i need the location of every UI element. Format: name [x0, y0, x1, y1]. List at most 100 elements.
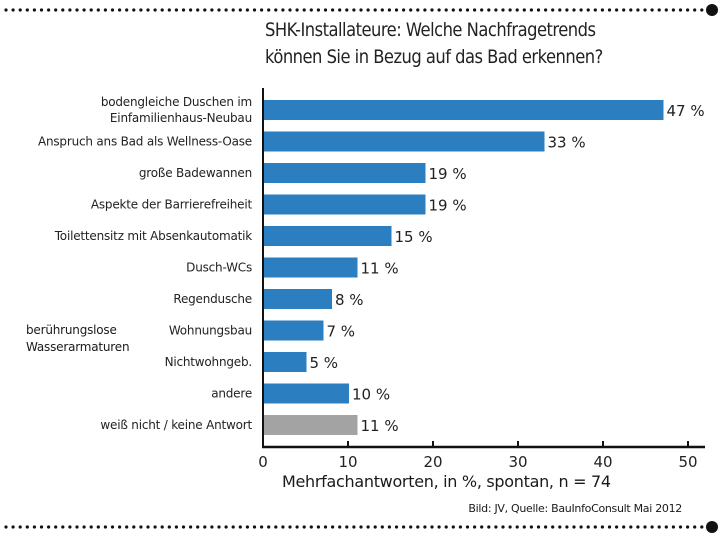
value-label: 10 % — [352, 386, 390, 404]
group-label: berührungslose Wasserarmaturen — [26, 322, 130, 356]
border-end-dot — [706, 4, 718, 16]
border-dot — [437, 525, 441, 529]
border-dot — [167, 525, 171, 529]
border-dot — [217, 8, 221, 12]
border-dot — [288, 8, 292, 12]
border-dot — [622, 525, 626, 529]
border-dot — [323, 525, 328, 529]
border-dot — [565, 8, 569, 12]
border-dot — [451, 525, 455, 529]
border-dot — [373, 8, 377, 12]
border-dot — [231, 8, 235, 12]
border-dot — [416, 8, 420, 12]
border-dot — [430, 8, 434, 12]
category-label: Wohnungsbau — [169, 324, 252, 338]
border-dot — [586, 8, 590, 12]
border-dot — [167, 8, 171, 12]
border-dot — [224, 8, 228, 12]
border-dot — [11, 8, 15, 12]
border-dot — [409, 8, 413, 12]
border-dot — [402, 525, 406, 529]
border-dot — [565, 525, 569, 529]
border-dot — [89, 8, 93, 12]
border-dot — [61, 8, 65, 12]
border-dot — [600, 8, 605, 12]
border-dot — [103, 8, 107, 12]
border-dot — [650, 525, 654, 529]
x-tick-label: 50 — [678, 453, 697, 471]
border-dot — [636, 8, 640, 12]
border-dot — [394, 525, 399, 529]
category-label: große Badewannen — [139, 166, 252, 180]
border-dot — [572, 525, 576, 529]
border-dot — [650, 8, 654, 12]
category-label: Toilettensitz mit Absenkautomatik — [54, 229, 253, 243]
category-label: Aspekte der Barrierefreiheit — [91, 198, 253, 212]
bar — [264, 257, 358, 278]
border-dot — [380, 525, 384, 529]
border-dot — [494, 8, 498, 12]
border-dot — [409, 525, 413, 529]
title-line-1: SHK-Installateure: Welche Nachfragetrend… — [265, 19, 596, 41]
border-dot — [458, 525, 462, 529]
chart-title: SHK-Installateure: Welche Nachfragetrend… — [265, 17, 603, 71]
border-dot — [146, 525, 150, 529]
border-dot — [352, 525, 356, 529]
border-dot — [295, 8, 299, 12]
border-dot — [4, 525, 8, 529]
group-label-line-2: Wasserarmaturen — [26, 340, 130, 354]
border-dot — [394, 8, 399, 12]
border-dot — [664, 525, 668, 529]
border-dot — [231, 525, 235, 529]
border-dot — [302, 525, 306, 529]
border-dot — [529, 8, 534, 12]
border-dot — [32, 8, 37, 12]
border-dot — [203, 8, 207, 12]
border-dot — [615, 8, 619, 12]
bar — [264, 194, 426, 215]
border-dot — [47, 8, 51, 12]
border-dot — [103, 525, 107, 529]
border-dot — [671, 525, 676, 529]
border-dot — [331, 8, 335, 12]
title-line-2: können Sie in Bezug auf das Bad erkennen… — [265, 46, 603, 68]
border-dot — [572, 8, 576, 12]
border-dot — [118, 8, 122, 12]
border-dot — [125, 8, 129, 12]
border-dot — [700, 8, 704, 12]
border-dot — [664, 8, 668, 12]
border-dot — [437, 8, 441, 12]
border-dot — [181, 525, 186, 529]
border-dot — [302, 8, 306, 12]
border-dot — [110, 8, 115, 12]
border-dot — [693, 525, 697, 529]
border-dot — [529, 525, 534, 529]
value-label: 5 % — [310, 354, 339, 372]
border-dot — [487, 525, 491, 529]
border-dot — [267, 8, 271, 12]
border-dot — [118, 525, 122, 529]
border-dot — [196, 525, 200, 529]
border-dot — [75, 8, 79, 12]
border-dot — [515, 8, 519, 12]
border-dot — [536, 525, 541, 529]
border-dot — [686, 8, 690, 12]
border-dot — [522, 525, 526, 529]
border-dot — [678, 8, 683, 12]
value-label: 15 % — [395, 228, 433, 246]
border-dot — [82, 525, 86, 529]
category-label: Nichtwohngeb. — [165, 355, 252, 369]
border-dot — [203, 525, 207, 529]
x-tick-label: 40 — [593, 453, 612, 471]
border-dot — [451, 8, 455, 12]
border-dot — [387, 8, 391, 12]
category-label: Anspruch ans Bad als Wellness-Oase — [38, 135, 252, 149]
x-axis-label: Mehrfachantworten, in %, spontan, n = 74 — [282, 472, 611, 491]
border-dot — [189, 8, 193, 12]
border-dot — [480, 525, 484, 529]
border-dot — [501, 8, 505, 12]
border-dot — [366, 525, 370, 529]
border-dot — [316, 525, 320, 529]
border-dot — [125, 525, 129, 529]
border-dot — [338, 525, 342, 529]
